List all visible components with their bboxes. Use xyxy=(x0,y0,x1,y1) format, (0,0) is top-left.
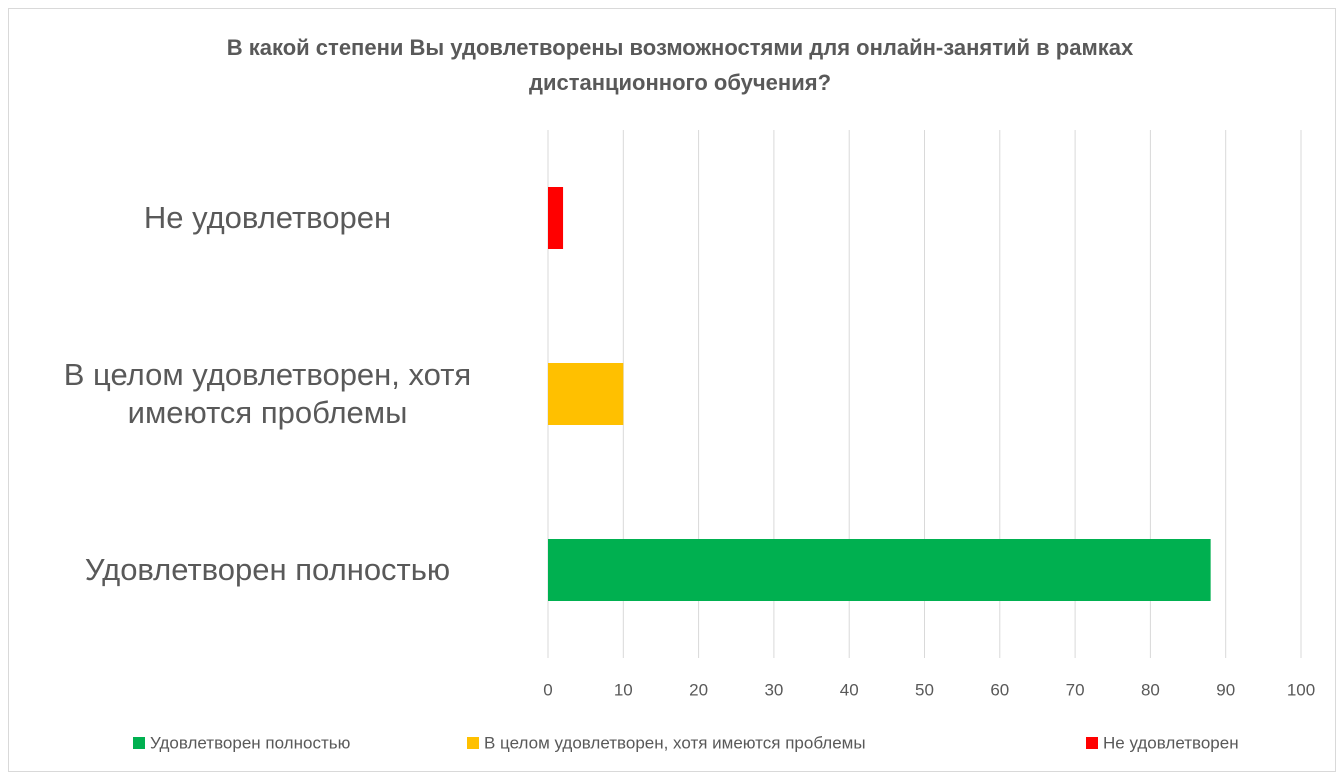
x-tick-label: 30 xyxy=(764,680,783,699)
legend-label: В целом удовлетворен, хотя имеются пробл… xyxy=(484,733,866,752)
chart-border xyxy=(8,8,1336,772)
legend-swatch xyxy=(467,737,479,749)
x-tick-label: 60 xyxy=(990,680,1009,699)
x-tick-label: 70 xyxy=(1066,680,1085,699)
legend-swatch xyxy=(133,737,145,749)
y-tick-label: Удовлетворен полностью xyxy=(84,552,451,587)
x-tick-label: 10 xyxy=(614,680,633,699)
legend-swatch xyxy=(1086,737,1098,749)
x-tick-label: 40 xyxy=(840,680,859,699)
bar xyxy=(548,187,564,249)
x-tick-label: 0 xyxy=(543,680,552,699)
y-tick-label: Не удовлетворен xyxy=(143,200,392,235)
x-tick-label: 90 xyxy=(1216,680,1235,699)
y-tick-label: В целом удовлетворен, хотя имеются пробл… xyxy=(63,357,472,430)
chart-title: В какой степени Вы удовлетворены возможн… xyxy=(226,35,1134,95)
x-tick-label: 100 xyxy=(1287,680,1315,699)
bar xyxy=(548,363,624,425)
legend-label: Удовлетворен полностью xyxy=(150,733,351,752)
x-tick-label: 80 xyxy=(1141,680,1160,699)
x-tick-label: 20 xyxy=(689,680,708,699)
bar xyxy=(548,539,1211,601)
x-tick-label: 50 xyxy=(915,680,934,699)
legend-label: Не удовлетворен xyxy=(1103,733,1239,752)
